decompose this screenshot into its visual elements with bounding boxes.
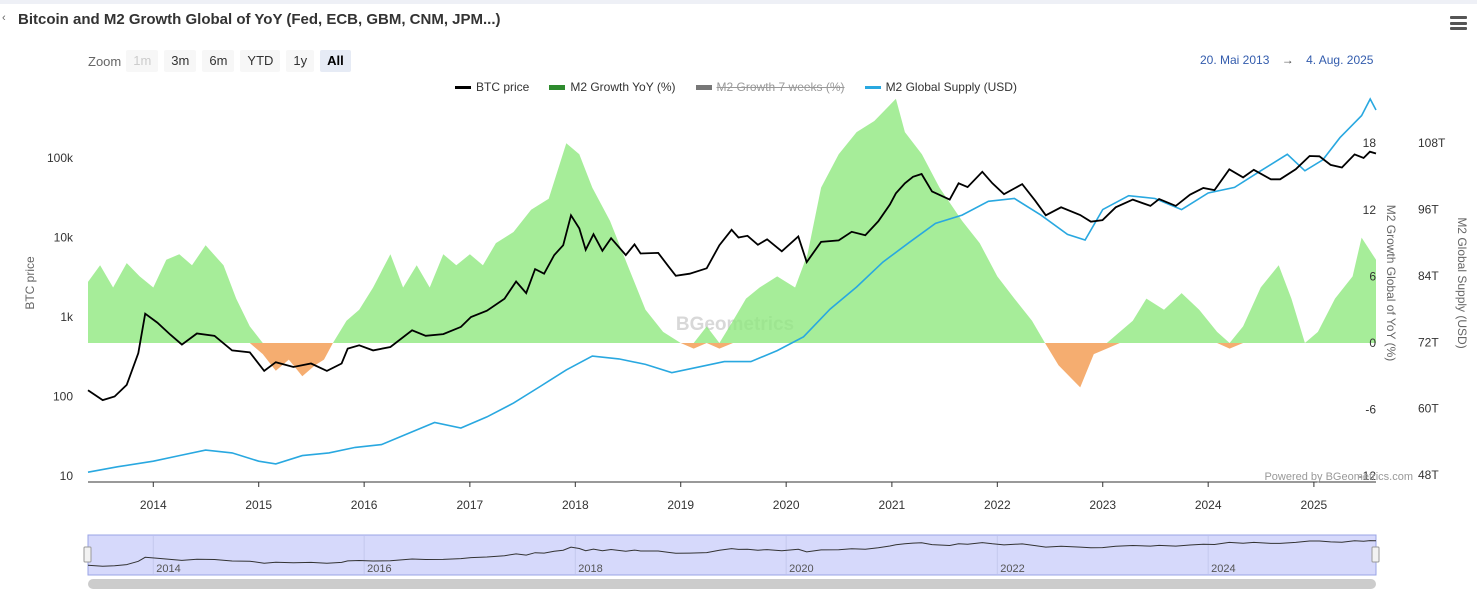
x-tick-label: 2024 — [1195, 498, 1222, 512]
legend-symbol-btc — [455, 85, 471, 89]
legend-item-m2-growth-yoy[interactable]: M2 Growth YoY (%) — [549, 80, 676, 94]
m2-growth-axis-title: M2 Growth Global of YoY (%) — [1384, 205, 1398, 362]
growth-axis-tick: 18 — [1363, 136, 1377, 150]
navigator-tick-label: 2022 — [1000, 563, 1024, 575]
btc-axis-tick: 10 — [60, 469, 74, 483]
btc-price-axis-title: BTC price — [23, 256, 37, 310]
navigator-handle-right[interactable] — [1371, 546, 1380, 563]
supply-axis-tick: 60T — [1418, 402, 1439, 416]
hamburger-menu-icon[interactable] — [1450, 16, 1467, 30]
chart-title: Bitcoin and M2 Growth Global of YoY (Fed… — [18, 11, 501, 28]
x-tick-label: 2019 — [667, 498, 694, 512]
legend-item-m2-growth-7-weeks[interactable]: M2 Growth 7 weeks (%) — [695, 80, 845, 94]
supply-axis-tick: 96T — [1418, 203, 1439, 217]
legend-symbol-supply — [864, 85, 881, 89]
x-tick-label: 2015 — [245, 498, 272, 512]
x-tick-label: 2018 — [562, 498, 589, 512]
growth-axis-tick: -6 — [1365, 403, 1376, 417]
growth-axis-tick: 12 — [1363, 203, 1377, 217]
m2-growth-positive-area — [88, 98, 1376, 343]
btc-axis-tick: 100k — [47, 151, 74, 165]
navigator-grid — [152, 536, 1209, 574]
series-layer — [87, 97, 1377, 473]
m2-supply-axis-title: M2 Global Supply (USD) — [1455, 217, 1469, 348]
chevron-left-icon[interactable]: ‹ — [2, 12, 6, 24]
zoom-selector: Zoom 1m 3m 6m YTD 1y All — [88, 50, 357, 72]
legend-label-btc: BTC price — [476, 80, 530, 94]
x-tick-label: 2016 — [351, 498, 378, 512]
m2-growth-negative-area — [88, 343, 1376, 388]
credits-link[interactable]: Powered by BGeometrics.com — [1264, 471, 1413, 483]
navigator-scrollbar[interactable] — [88, 579, 1376, 589]
legend-label-growth: M2 Growth YoY (%) — [570, 80, 676, 94]
zoom-label: Zoom — [88, 53, 122, 69]
zoom-1y-button[interactable]: 1y — [286, 50, 315, 72]
navigator-series — [87, 540, 1377, 567]
x-tick-label: 2022 — [984, 498, 1011, 512]
x-tick-label: 2025 — [1301, 498, 1328, 512]
x-axis: 2014 2015 2016 2017 2018 2019 2020 2021 2022 2023… — [140, 482, 1328, 512]
navigator-mask[interactable] — [87, 534, 1377, 576]
legend-symbol-growth — [549, 84, 566, 90]
range-from-input[interactable]: 20. Mai 2013 — [1200, 53, 1270, 67]
supply-axis-tick: 108T — [1418, 136, 1446, 150]
navigator-tick-label: 2016 — [367, 563, 391, 575]
legend-symbol-7weeks — [695, 84, 712, 90]
legend-item-btc-price[interactable]: BTC price — [455, 80, 529, 94]
navigator-handle-left[interactable] — [83, 546, 92, 563]
btc-axis-tick: 100 — [53, 390, 73, 404]
supply-axis-tick: 84T — [1418, 269, 1439, 283]
zoom-6m-button[interactable]: 6m — [202, 50, 235, 72]
m2-global-supply-line — [87, 97, 1377, 473]
legend-item-m2-global-supply[interactable]: M2 Global Supply (USD) — [864, 80, 1017, 94]
btc-axis-tick: 10k — [54, 231, 74, 245]
navigator-tick-label: 2014 — [156, 563, 180, 575]
navigator-tick-label: 2020 — [789, 563, 813, 575]
top-border — [0, 0, 1477, 4]
navigator[interactable]: 2014 2016 2018 2020 2022 2024 — [83, 534, 1380, 589]
zoom-all-button[interactable]: All — [320, 50, 351, 72]
btc-price-line — [87, 150, 1377, 402]
x-tick-label: 2020 — [773, 498, 800, 512]
x-tick-label: 2021 — [879, 498, 906, 512]
growth-axis-tick: 0 — [1369, 336, 1376, 350]
legend: BTC price M2 Growth YoY (%) M2 Growth 7 … — [455, 80, 1037, 94]
m2-growth-axis: -12 -6 0 6 12 18 — [1359, 136, 1377, 483]
zoom-3m-button[interactable]: 3m — [164, 50, 197, 72]
btc-axis-tick: 1k — [60, 310, 74, 324]
supply-axis-tick: 48T — [1418, 468, 1439, 482]
growth-axis-tick: 6 — [1369, 269, 1376, 283]
x-tick-label: 2014 — [140, 498, 167, 512]
x-tick-label: 2017 — [457, 498, 484, 512]
btc-price-axis: 10 100 1k 10k 100k — [47, 151, 74, 483]
supply-axis-tick: 72T — [1418, 335, 1439, 349]
navigator-tick-label: 2018 — [578, 563, 602, 575]
navigator-axis: 2014 2016 2018 2020 2022 2024 — [156, 563, 1235, 575]
growth-axis-tick: -12 — [1359, 469, 1377, 483]
zoom-1m-button[interactable]: 1m — [126, 50, 159, 72]
m2-supply-axis: 48T 60T 72T 84T 96T 108T — [1418, 136, 1446, 482]
navigator-tick-label: 2024 — [1211, 563, 1235, 575]
x-tick-label: 2023 — [1089, 498, 1116, 512]
legend-label-7weeks: M2 Growth 7 weeks (%) — [716, 80, 845, 94]
range-arrow-icon: → — [1281, 53, 1294, 67]
zoom-ytd-button[interactable]: YTD — [240, 50, 281, 72]
date-range: 20. Mai 2013 → 4. Aug. 2025 — [1200, 53, 1373, 67]
range-to-input[interactable]: 4. Aug. 2025 — [1306, 53, 1374, 67]
legend-label-supply: M2 Global Supply (USD) — [885, 80, 1017, 94]
